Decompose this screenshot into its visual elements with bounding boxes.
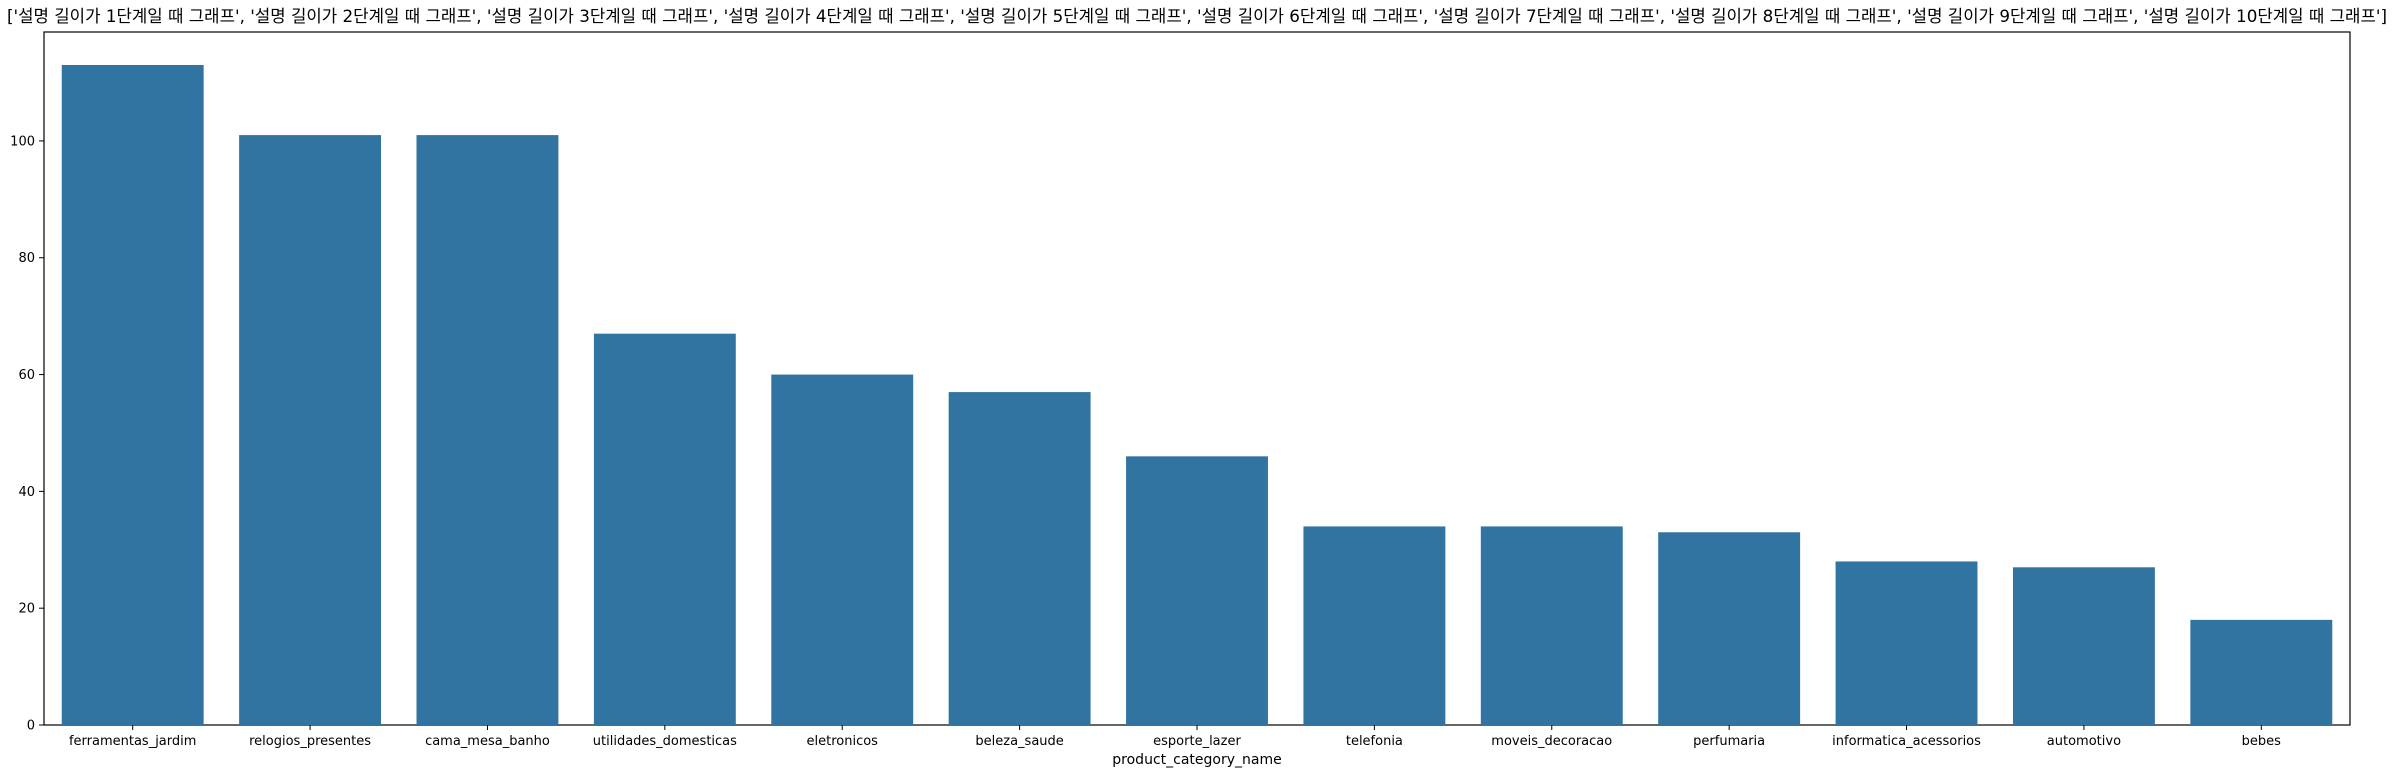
y-tick-label: 20 — [18, 602, 35, 617]
x-tick-label: moveis_decoracao — [1491, 734, 1612, 749]
x-tick-label: informatica_acessorios — [1832, 734, 1981, 749]
x-tick-label: ferramentas_jardim — [69, 734, 196, 749]
x-tick-label: beleza_saude — [975, 734, 1063, 749]
y-tick-label: 0 — [27, 719, 35, 734]
bar-relogios_presentes — [239, 135, 382, 726]
bar-moveis_decoracao — [1480, 526, 1623, 725]
bar-beleza_saude — [948, 392, 1091, 725]
bar-informatica_acessorios — [1835, 561, 1978, 725]
y-tick-label: 100 — [10, 134, 35, 149]
bar-eletronicos — [771, 374, 914, 725]
y-tick-label: 40 — [18, 485, 35, 500]
x-tick-label: utilidades_domesticas — [593, 734, 737, 749]
x-axis-label: product_category_name — [1112, 752, 1281, 768]
x-tick-label: cama_mesa_banho — [425, 734, 550, 749]
x-tick-label: bebes — [2242, 734, 2282, 749]
x-tick-label: telefonia — [1346, 734, 1403, 749]
x-tick-label: automotivo — [2047, 734, 2121, 749]
bar-utilidades_domesticas — [593, 333, 736, 725]
y-tick-label: 80 — [18, 251, 35, 266]
bar-esporte_lazer — [1126, 456, 1268, 725]
chart-title: ['설명 길이가 1단계일 때 그래프', '설명 길이가 2단계일 때 그래프… — [7, 7, 2387, 27]
x-tick-label: perfumaria — [1693, 734, 1765, 749]
x-tick-label: esporte_lazer — [1153, 734, 1241, 749]
x-tick-label: relogios_presentes — [249, 734, 371, 749]
y-axis: 0 20 40 60 80 100 — [10, 134, 44, 734]
bar-ferramentas_jardim — [61, 65, 204, 725]
bar-perfumaria — [1658, 532, 1801, 725]
x-tick-label: eletronicos — [807, 734, 879, 749]
bar-cama_mesa_banho — [416, 135, 559, 726]
x-axis: ferramentas_jardim relogios_presentes cama… — [69, 725, 2281, 749]
bar-bebes — [2190, 619, 2333, 725]
bar-telefonia — [1303, 526, 1446, 725]
bars-group — [61, 65, 2333, 726]
bar-automotivo — [2012, 567, 2155, 725]
y-tick-label: 60 — [18, 368, 35, 383]
